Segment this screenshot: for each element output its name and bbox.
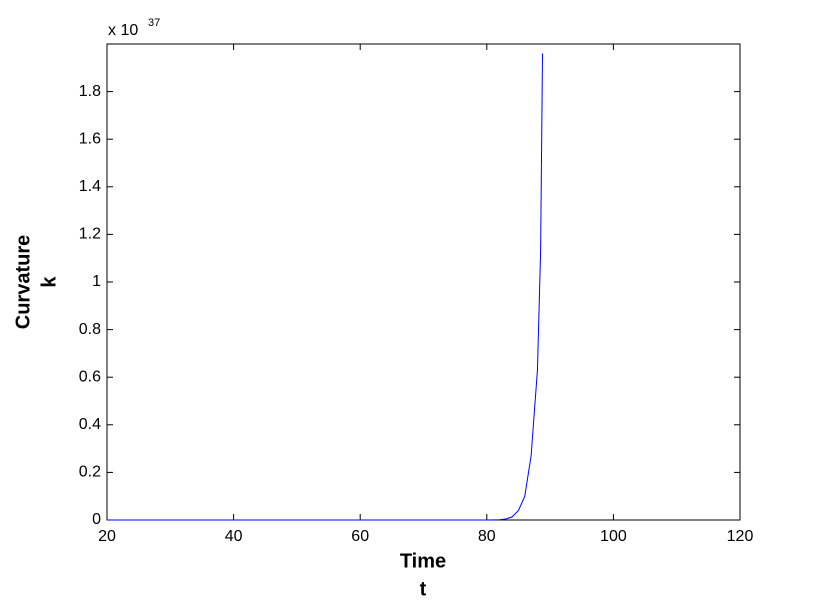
x-tick-label: 20 xyxy=(98,528,116,545)
x-tick-label: 120 xyxy=(727,528,754,545)
x-tick-label: 100 xyxy=(600,528,627,545)
y-multiplier: x 10 xyxy=(108,22,138,39)
y-multiplier-exponent: 37 xyxy=(148,17,160,29)
y-tick-label: 1 xyxy=(92,273,101,290)
x-tick-label: 40 xyxy=(225,528,243,545)
x-axis-label: Time xyxy=(400,550,446,572)
x-axis-label: t xyxy=(420,578,427,600)
y-tick-label: 0.8 xyxy=(79,321,101,338)
y-axis-label: k xyxy=(38,276,60,288)
y-tick-label: 1.2 xyxy=(79,226,101,243)
plot-area xyxy=(106,43,741,521)
y-tick-label: 1.8 xyxy=(79,83,101,100)
y-tick-label: 0.2 xyxy=(79,464,101,481)
y-tick-label: 1.4 xyxy=(79,178,101,195)
y-tick-label: 1.6 xyxy=(79,130,101,147)
y-tick-label: 0.4 xyxy=(79,416,101,433)
y-tick-label: 0 xyxy=(92,511,101,528)
line xyxy=(107,53,544,521)
x-tick-label: 80 xyxy=(478,528,496,545)
x-tick-label: 60 xyxy=(351,528,369,545)
y-axis-label: Curvature xyxy=(12,235,34,329)
y-tick-label: 0.6 xyxy=(79,368,101,385)
